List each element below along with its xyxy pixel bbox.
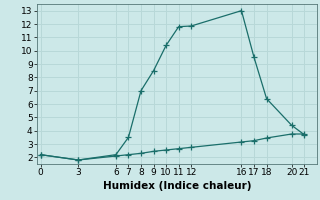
X-axis label: Humidex (Indice chaleur): Humidex (Indice chaleur) [102, 181, 251, 191]
